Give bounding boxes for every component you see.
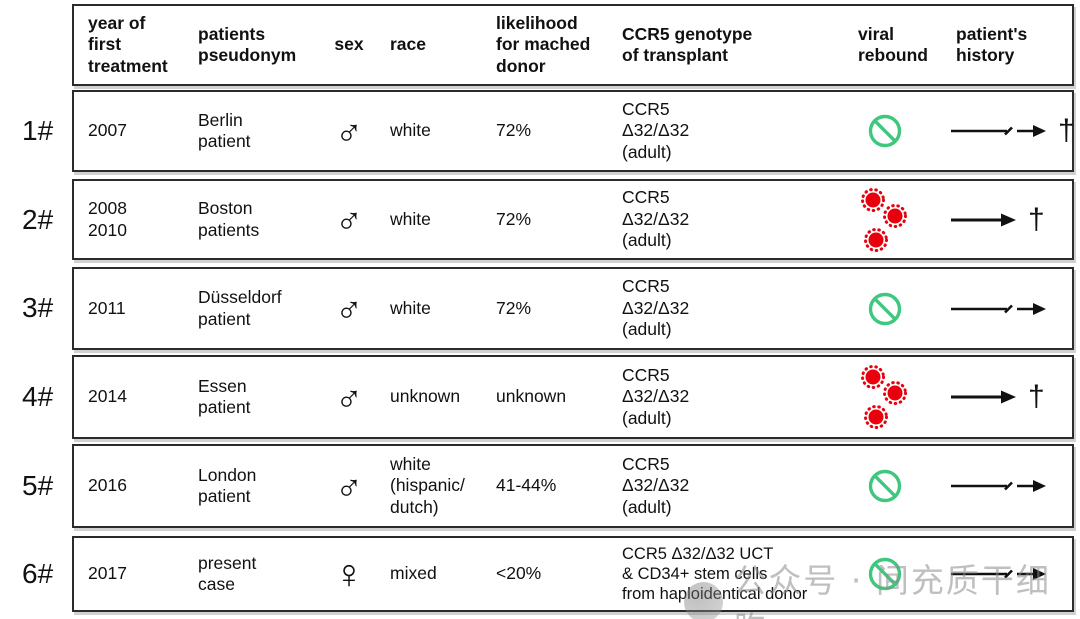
no-viral-rebound-icon bbox=[868, 557, 902, 591]
race-cell: unknown bbox=[390, 386, 461, 407]
deceased-dagger-icon: † bbox=[1058, 114, 1075, 147]
likelihood-cell: unknown bbox=[496, 386, 567, 407]
solid-then-dashed-arrow-icon bbox=[951, 302, 1046, 315]
genotype-cell: CCR5 Δ32/Δ32 (adult) bbox=[622, 276, 690, 340]
genotype-cell: CCR5 Δ32/Δ32 (adult) bbox=[622, 187, 690, 251]
row-label-1: 1# bbox=[22, 115, 54, 146]
table-row: 2007 Berlin patient ♂ white 72% CCR5 Δ32… bbox=[72, 90, 1075, 172]
race-cell: mixed bbox=[390, 563, 437, 584]
pseudonym-cell: Essen patient bbox=[198, 375, 251, 417]
male-icon: ♂ bbox=[335, 110, 363, 152]
table-row: 2008 2010 Boston patients ♂ white 72% CC… bbox=[72, 179, 1074, 260]
table-header: year of first treatment patients pseudon… bbox=[72, 4, 1074, 86]
no-viral-rebound-icon bbox=[868, 469, 902, 503]
male-icon: ♂ bbox=[335, 376, 363, 418]
deceased-dagger-icon: † bbox=[1028, 202, 1045, 236]
row-label-6: 6# bbox=[22, 558, 54, 589]
row-label-4: 4# bbox=[22, 381, 54, 412]
likelihood-cell: 41-44% bbox=[496, 475, 557, 496]
pseudonym-cell: Berlin patient bbox=[198, 109, 251, 151]
likelihood-cell: 72% bbox=[496, 297, 532, 318]
table-row: 2017 present case ♀ mixed <20% CCR5 Δ32/… bbox=[72, 536, 1074, 612]
no-viral-rebound-icon bbox=[868, 292, 902, 325]
header-sex: sex bbox=[334, 34, 364, 55]
solid-arrow-icon bbox=[951, 390, 1016, 404]
race-cell: white bbox=[390, 120, 431, 141]
row-label-2: 2# bbox=[22, 204, 54, 235]
header-pseudonym: patients pseudonym bbox=[198, 23, 297, 65]
race-cell: white (hispanic/ dutch) bbox=[390, 453, 465, 517]
genotype-cell: CCR5 Δ32/Δ32 (adult) bbox=[622, 453, 690, 517]
header-rebound: viral rebound bbox=[858, 23, 928, 65]
solid-then-dashed-arrow-icon bbox=[951, 125, 1046, 137]
year-cell: 2017 bbox=[88, 563, 127, 584]
genotype-cell: CCR5 Δ32/Δ32 UCT & CD34+ stem cells from… bbox=[622, 544, 808, 604]
likelihood-cell: 72% bbox=[496, 208, 532, 229]
race-cell: white bbox=[390, 297, 431, 318]
genotype-cell: CCR5 Δ32/Δ32 (adult) bbox=[622, 364, 690, 428]
female-icon: ♀ bbox=[333, 550, 365, 597]
no-viral-rebound-icon bbox=[868, 114, 902, 148]
table-row: 2014 Essen patient ♂ unknown unknown CCR… bbox=[72, 355, 1074, 439]
header-genotype: CCR5 genotype of transplant bbox=[622, 23, 753, 65]
race-cell: white bbox=[390, 208, 431, 229]
header-history: patient's history bbox=[956, 23, 1028, 65]
solid-arrow-icon bbox=[951, 213, 1016, 226]
pseudonym-cell: London patient bbox=[198, 464, 257, 506]
year-cell: 2007 bbox=[88, 120, 127, 141]
header-year: year of first treatment bbox=[88, 12, 168, 76]
row-label-5: 5# bbox=[22, 470, 54, 501]
header-likelihood: likelihood for mached donor bbox=[496, 12, 591, 76]
table-row: 2016 London patient ♂ white (hispanic/ d… bbox=[72, 444, 1074, 528]
pseudonym-cell: Boston patients bbox=[198, 198, 260, 240]
pseudonym-cell: Düsseldorf patient bbox=[198, 287, 282, 329]
year-cell: 2016 bbox=[88, 475, 127, 496]
male-icon: ♂ bbox=[335, 465, 363, 507]
year-cell: 2011 bbox=[88, 297, 126, 318]
year-cell: 2014 bbox=[88, 386, 127, 407]
solid-then-dashed-arrow-icon bbox=[951, 568, 1046, 580]
solid-then-dashed-arrow-icon bbox=[951, 480, 1046, 492]
table-row: 2011 Düsseldorf patient ♂ white 72% CCR5… bbox=[72, 267, 1074, 350]
male-icon: ♂ bbox=[335, 288, 363, 329]
likelihood-cell: <20% bbox=[496, 563, 542, 584]
year-cell: 2008 2010 bbox=[88, 198, 127, 240]
male-icon: ♂ bbox=[335, 199, 363, 240]
viral-rebound-icon bbox=[861, 365, 907, 429]
deceased-dagger-icon: † bbox=[1028, 380, 1045, 413]
genotype-cell: CCR5 Δ32/Δ32 (adult) bbox=[622, 98, 690, 162]
pseudonym-cell: present case bbox=[198, 552, 257, 594]
row-label-3: 3# bbox=[22, 292, 54, 323]
likelihood-cell: 72% bbox=[496, 120, 532, 141]
header-race: race bbox=[390, 34, 427, 55]
viral-rebound-icon bbox=[861, 187, 907, 252]
